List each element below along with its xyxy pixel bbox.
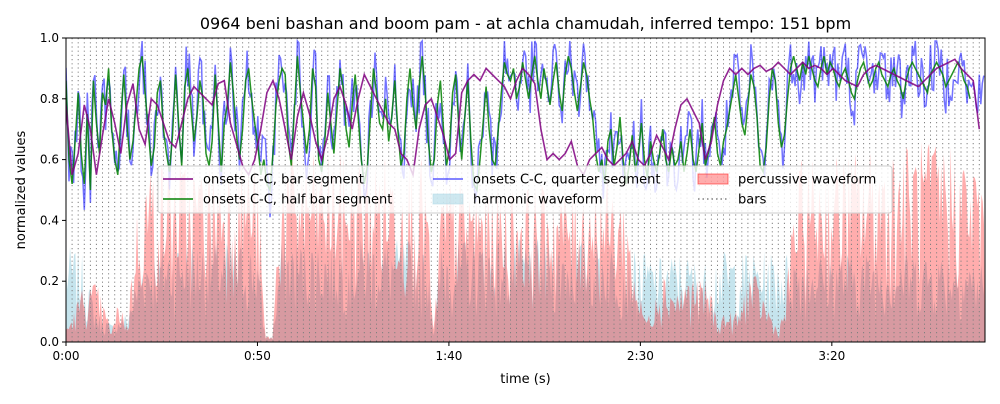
legend-entry: harmonic waveform	[432, 193, 603, 208]
y-axis: 0.0 0.2 0.4 0.6 0.8 1.0	[40, 31, 66, 349]
legend-box	[157, 165, 893, 214]
legend-patch-swatch	[432, 193, 464, 205]
legend-entry: bars	[698, 193, 767, 208]
plot-frame	[65, 37, 986, 343]
chart-legend: onsets C-C, bar segment onsets C-C, half …	[157, 165, 893, 214]
y-tick-label: 1.0	[40, 31, 59, 45]
chart-title: 0964 beni bashan and boom pam - at achla…	[200, 14, 851, 33]
x-tick-label: 0:50	[244, 349, 271, 363]
x-tick-label: 3:20	[818, 349, 845, 363]
percussive-waveform-area	[66, 141, 985, 342]
x-axis: 0:00 0:50 1:40 2:30 3:20	[53, 342, 845, 363]
y-tick-label: 0.4	[40, 213, 59, 227]
x-tick-label: 0:00	[53, 349, 80, 363]
legend-entry: onsets C-C, half bar segment	[163, 193, 392, 208]
x-tick-label: 1:40	[435, 349, 462, 363]
x-axis-label: time (s)	[500, 372, 550, 387]
y-tick-label: 0.2	[40, 274, 59, 288]
half-bar-segment-line	[66, 56, 971, 193]
legend-label: percussive waveform	[738, 173, 876, 188]
legend-label: bars	[738, 193, 767, 208]
legend-entry: percussive waveform	[697, 173, 876, 188]
y-axis-label: normalized values	[14, 130, 29, 249]
legend-patch-swatch	[697, 173, 729, 185]
legend-entry: onsets C-C, bar segment	[163, 173, 364, 188]
y-tick-label: 0.8	[40, 92, 59, 106]
harmonic-waveform-area	[66, 238, 985, 342]
legend-label: onsets C-C, quarter segment	[473, 173, 660, 188]
y-tick-label: 0.6	[40, 153, 59, 167]
legend-entry: onsets C-C, quarter segment	[433, 173, 660, 188]
x-tick-label: 2:30	[627, 349, 654, 363]
legend-label: onsets C-C, half bar segment	[203, 193, 392, 208]
bar-segment-line	[66, 58, 981, 178]
legend-label: onsets C-C, bar segment	[203, 173, 364, 188]
legend-label: harmonic waveform	[473, 193, 603, 208]
y-tick-label: 0.0	[40, 335, 59, 349]
